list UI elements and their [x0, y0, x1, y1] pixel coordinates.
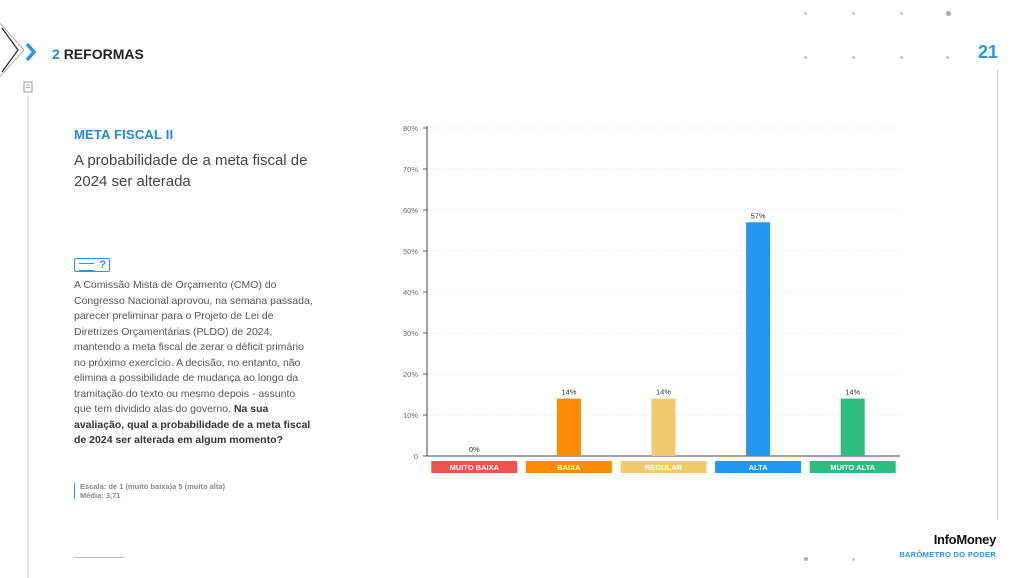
y-tick-label: 10%: [403, 411, 418, 420]
y-tick-label: 30%: [403, 329, 418, 338]
category-label: ALTA: [749, 463, 768, 472]
decor-dot: [946, 56, 949, 59]
left-rail-decoration: [0, 22, 37, 578]
data-label: 14%: [845, 388, 860, 397]
category-label-box: [431, 461, 518, 473]
decor-dot: [900, 56, 903, 59]
y-tick-label: 20%: [403, 370, 418, 379]
bar: [651, 398, 676, 456]
y-tick-label: 80%: [403, 124, 418, 133]
chevron-outline-icon: [1, 27, 19, 73]
scale-marker-icon: [74, 483, 78, 499]
scale-note: Escala: de 1 (muito baixa)a 5 (muito alt…: [80, 482, 226, 491]
category-label-box: [809, 461, 896, 473]
decor-dot: [900, 12, 903, 15]
category-label: BAIXA: [557, 463, 581, 472]
data-label: 0%: [469, 445, 480, 454]
category-label-box: [620, 461, 707, 473]
bottom-left-rule: [74, 557, 124, 558]
data-label: 57%: [751, 211, 766, 220]
panel-subtitle: A probabilidade de a meta fiscal de 2024…: [74, 152, 308, 190]
decor-dot: [804, 557, 808, 561]
section-number: 2: [52, 46, 60, 62]
brand-logo: InfoMoney: [933, 532, 997, 547]
y-tick-label: 40%: [403, 288, 418, 297]
category-label: MUITO BAIXA: [450, 463, 500, 472]
brand-subtitle: BARÔMETRO DO PODER: [899, 550, 996, 559]
data-label: 14%: [656, 388, 671, 397]
bar-chart: 0 10% 20% 30% 40% 50% 60% 70% 80% 0% MUITO BAIXA 14…: [403, 124, 900, 473]
y-tick-label: 0: [414, 452, 418, 461]
body-paragraph: A Comissão Mista de Orçamento (CMO) do C…: [74, 279, 313, 415]
decor-dot: [852, 56, 855, 59]
y-tick-label: 50%: [403, 247, 418, 256]
category-label: MUITO ALTA: [830, 463, 875, 472]
y-tick-label: 70%: [403, 165, 418, 174]
bar: [840, 398, 865, 456]
bar: [746, 222, 771, 456]
question-badge-icon: ?: [74, 258, 110, 272]
panel-body: A Comissão Mista de Orçamento (CMO) do C…: [74, 278, 314, 449]
document-icon: [23, 81, 33, 93]
decor-dot: [852, 558, 855, 561]
average-note: Média: 3,71: [80, 491, 121, 500]
y-tick-label: 60%: [403, 206, 418, 215]
category-label: REGULAR: [645, 463, 683, 472]
question-badge-symbol: ?: [99, 259, 106, 271]
decor-dot: [852, 12, 855, 15]
data-label: 14%: [561, 388, 576, 397]
decor-dot: [804, 56, 807, 59]
decor-dot: [804, 12, 807, 15]
decor-dot: [946, 11, 951, 16]
bar: [556, 398, 581, 456]
category-label-box: [715, 461, 802, 473]
chevron-large-icon: [0, 22, 25, 78]
chevron-blue-icon: [25, 42, 37, 62]
survey-question: Na sua avaliação, qual a probabilidade d…: [74, 403, 311, 446]
page-number: 21: [977, 42, 998, 62]
section-heading: 2 REFORMAS: [52, 46, 144, 62]
scale-notes: Escala: de 1 (muito baixa)a 5 (muito alt…: [80, 482, 225, 500]
panel-title: META FISCAL II: [74, 127, 174, 142]
section-title: REFORMAS: [63, 46, 144, 62]
category-label-box: [525, 461, 612, 473]
right-rail-line: [997, 70, 998, 520]
